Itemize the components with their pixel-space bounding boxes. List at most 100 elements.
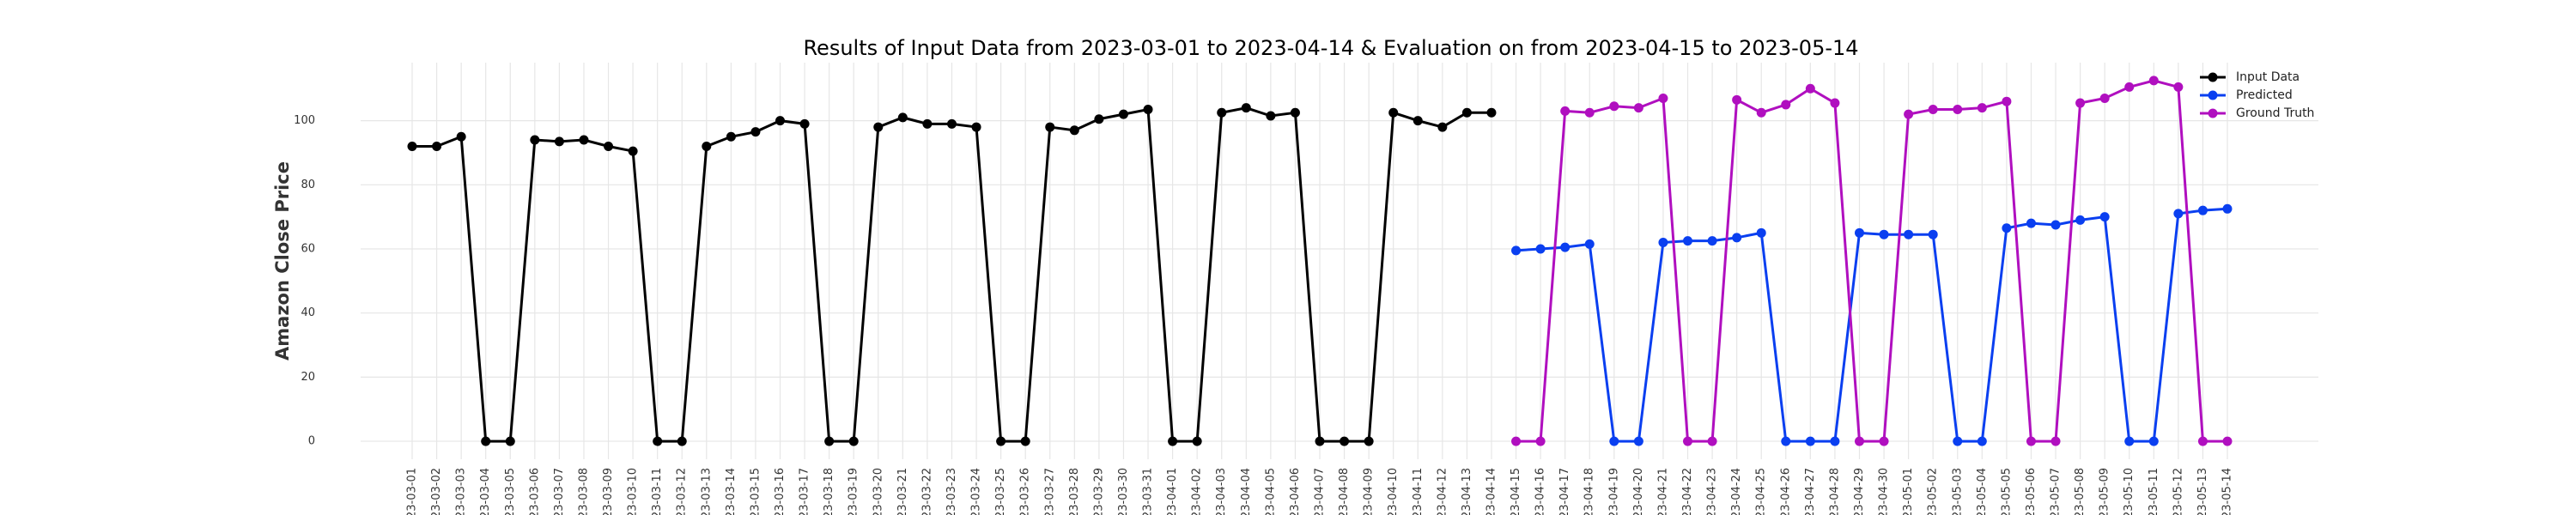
x-tick-label: 2023-04-24 (1730, 468, 1743, 515)
point (1020, 436, 1030, 446)
point (1904, 109, 1914, 119)
x-tick-label: 2023-05-09 (2099, 468, 2111, 515)
x-tick-label: 2023-04-26 (1779, 468, 1792, 515)
point (604, 141, 614, 151)
point (1486, 107, 1497, 118)
x-tick-label: 2023-03-05 (504, 468, 517, 515)
point (1756, 227, 1766, 238)
point (2002, 96, 2012, 106)
point (481, 436, 491, 446)
point (1168, 436, 1178, 446)
point (1633, 103, 1643, 113)
point (1069, 125, 1079, 136)
x-tick-label: 2023-03-02 (430, 468, 443, 515)
x-tick-label: 2023-03-21 (896, 468, 909, 515)
x-tick-label: 2023-05-13 (2196, 468, 2209, 515)
point (1241, 103, 1251, 113)
point (2197, 436, 2208, 446)
point (1511, 436, 1522, 446)
point (2124, 82, 2135, 92)
point (775, 116, 786, 126)
x-tick-label: 2023-04-07 (1314, 468, 1327, 515)
point (2075, 98, 2086, 108)
x-tick-label: 2023-03-16 (774, 468, 787, 515)
x-tick-label: 2023-05-02 (1927, 468, 1940, 515)
x-tick-label: 2023-04-09 (1363, 468, 1376, 515)
legend-marker (2208, 72, 2218, 82)
point (971, 122, 981, 132)
point (2222, 436, 2233, 446)
legend: Input Data Predicted Ground Truth (2200, 70, 2314, 120)
x-tick-label: 2023-04-03 (1215, 468, 1228, 515)
x-tick-label: 2023-04-15 (1510, 468, 1522, 515)
point (873, 122, 884, 132)
y-tick-label: 80 (301, 179, 315, 191)
x-tick-label: 2023-04-20 (1632, 468, 1645, 515)
x-tick-label: 2023-05-04 (1976, 468, 1989, 515)
x-tick-label: 2023-03-19 (848, 468, 860, 515)
point (1461, 107, 1472, 118)
point (1683, 236, 1693, 246)
x-tick-label: 2023-05-10 (2123, 468, 2136, 515)
x-tick-label: 2023-04-04 (1240, 468, 1253, 515)
point (1781, 100, 1791, 110)
point (1953, 436, 1963, 446)
x-tick-label: 2023-04-02 (1191, 468, 1204, 515)
legend-marker (2208, 90, 2218, 100)
x-tick-label: 2023-03-12 (676, 468, 689, 515)
point (1707, 436, 1717, 446)
point (1830, 98, 1840, 108)
point (2002, 223, 2012, 233)
x-tick-label: 2023-03-13 (700, 468, 713, 515)
point (1854, 227, 1864, 238)
x-tick-label: 2023-04-14 (1485, 468, 1498, 515)
point (1584, 107, 1595, 118)
point (1805, 436, 1815, 446)
x-tick-label: 2023-03-31 (1142, 468, 1155, 515)
x-tick-label: 2023-04-17 (1558, 468, 1571, 515)
point (702, 141, 712, 151)
point (1658, 238, 1668, 248)
point (1290, 107, 1300, 118)
x-tick-label: 2023-05-08 (2074, 468, 2087, 515)
point (579, 135, 589, 145)
x-tick-label: 2023-05-07 (2050, 468, 2063, 515)
x-tick-label: 2023-04-16 (1534, 468, 1547, 515)
point (2173, 82, 2184, 92)
y-tick-label: 60 (301, 242, 315, 255)
y-tick-label: 0 (308, 435, 315, 448)
point (1340, 436, 1350, 446)
point (2148, 436, 2159, 446)
point (1364, 436, 1374, 446)
point (2026, 436, 2036, 446)
point (922, 118, 933, 129)
point (456, 131, 466, 142)
point (1094, 114, 1104, 124)
point (1781, 436, 1791, 446)
legend-label: Ground Truth (2236, 106, 2314, 120)
point (1609, 101, 1619, 112)
point (432, 141, 442, 151)
point (1732, 233, 1742, 243)
point (1658, 93, 1668, 103)
point (1805, 83, 1815, 94)
x-tick-label: 2023-03-18 (823, 468, 835, 515)
point (505, 436, 515, 446)
x-tick-label: 2023-03-03 (455, 468, 468, 515)
point (1388, 107, 1399, 118)
x-tick-label: 2023-04-11 (1412, 468, 1425, 515)
point (1756, 107, 1766, 118)
point (1192, 436, 1202, 446)
x-tick-label: 2023-04-28 (1828, 468, 1841, 515)
y-tick-label: 100 (294, 114, 315, 127)
x-tick-label: 2023-05-05 (2000, 468, 2013, 515)
point (799, 118, 810, 129)
point (1560, 106, 1571, 116)
point (848, 436, 859, 446)
point (1118, 109, 1128, 119)
x-tick-label: 2023-03-29 (1092, 468, 1105, 515)
point (2050, 436, 2061, 446)
x-tick-label: 2023-03-17 (799, 468, 811, 515)
point (1217, 107, 1227, 118)
